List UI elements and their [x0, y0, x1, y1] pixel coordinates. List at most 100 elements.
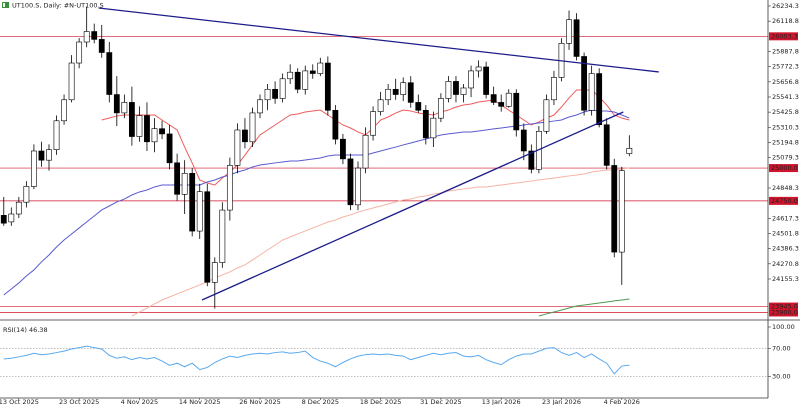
y-tick-label: 25541.3: [772, 93, 799, 101]
candle-body: [611, 165, 618, 253]
candle-body: [136, 115, 143, 137]
symbol-icon: [2, 2, 9, 8]
trendline: [98, 7, 659, 73]
y-tick-label: 30.00: [772, 373, 791, 381]
candle-body: [347, 158, 354, 206]
candle-body: [166, 133, 173, 164]
candle-body: [475, 66, 482, 72]
candle-body: [31, 150, 37, 187]
candle-body: [128, 102, 135, 137]
y-tick-label: 70.00: [772, 344, 791, 352]
candle-body: [272, 88, 278, 99]
candle-body: [279, 78, 286, 99]
y-tick-label: 24270.8: [772, 260, 799, 268]
candle-body: [204, 191, 211, 283]
candle-body: [287, 71, 294, 80]
candle-body: [468, 70, 474, 89]
chart-title: UT100.S, Daily: #N-UT100.S: [12, 2, 104, 10]
candle-body: [15, 201, 22, 215]
candle-body: [355, 167, 361, 206]
candle-body: [211, 262, 218, 283]
candle-body: [498, 102, 505, 107]
candle-body: [46, 149, 52, 161]
candle-body: [581, 56, 588, 111]
candle-body: [294, 71, 301, 90]
candle-body: [264, 88, 271, 101]
y-tick-label: 24617.3: [772, 214, 799, 222]
candle-body: [445, 81, 452, 99]
candle-body: [438, 98, 444, 119]
candle-body: [596, 73, 603, 126]
candle-body: [385, 88, 392, 101]
trendline: [201, 111, 624, 301]
candle-body: [528, 150, 535, 170]
candle-body: [453, 81, 459, 95]
y-tick-label: 25887.8: [772, 47, 799, 55]
candle-body: [106, 52, 113, 95]
candle-body: [505, 92, 512, 107]
price-level-tag: [769, 164, 798, 173]
moving-average-line: [3, 109, 630, 296]
x-tick-label: 18 Dec 2025: [360, 398, 402, 405]
candle-body: [0, 215, 7, 224]
candle-body: [53, 120, 60, 150]
y-tick-label: 25772.3: [772, 63, 799, 71]
icon: [3, 3, 5, 7]
x-tick-label: 23 Jan 2026: [542, 398, 581, 405]
x-tick-label: 26 Nov 2025: [239, 398, 281, 405]
candle-body: [151, 128, 158, 143]
x-tick-label: 31 Dec 2025: [420, 398, 462, 405]
price-level-tag: [769, 308, 798, 317]
candle-body: [483, 66, 490, 95]
candle-body: [23, 186, 30, 203]
candle-body: [196, 191, 203, 232]
candle-body: [302, 70, 309, 90]
candle-body: [400, 82, 407, 95]
y-tick-label: 25425.8: [772, 108, 799, 116]
candle-body: [490, 94, 497, 103]
candle-body: [422, 109, 429, 139]
candle-body: [121, 102, 128, 114]
y-tick-label: 25310.3: [772, 123, 799, 131]
price-level-label: 23945.0: [771, 303, 798, 311]
candle-body: [113, 94, 120, 114]
candle-body: [91, 31, 98, 40]
candle-body: [513, 92, 520, 131]
y-tick-label: 24155.3: [772, 275, 799, 283]
x-tick-label: 13 Jan 2026: [482, 398, 521, 405]
candle-body: [415, 102, 422, 111]
candle-body: [226, 165, 233, 211]
candle-body: [370, 111, 376, 136]
candle-body: [83, 31, 90, 43]
y-tick-label: 25194.8: [772, 138, 799, 146]
candle-body: [98, 39, 105, 53]
candle-body: [460, 87, 467, 95]
y-tick-label: 26234.3: [772, 2, 799, 10]
x-tick-label: 13 Oct 2025: [0, 398, 39, 405]
candle-body: [573, 19, 580, 57]
price-level-tag: [769, 196, 798, 205]
y-tick-label: 26118.8: [772, 17, 799, 25]
candle-body: [588, 73, 595, 111]
candle-body: [309, 70, 316, 74]
y-tick-label: 24386.3: [772, 245, 799, 253]
candle-body: [242, 129, 248, 143]
price-level-label: 24750.0: [771, 197, 798, 205]
moving-average-line: [538, 298, 630, 317]
candle-body: [392, 88, 399, 95]
y-tick-label: 24501.8: [772, 229, 799, 237]
candle-body: [8, 213, 15, 223]
candle-body: [257, 99, 263, 114]
candle-body: [603, 124, 610, 166]
candle-body: [234, 129, 241, 166]
price-level-label: 26003.3: [771, 32, 798, 40]
candle-body: [189, 173, 196, 232]
y-tick-label: 25656.8: [772, 78, 799, 86]
candle-body: [324, 62, 331, 111]
candle-body: [362, 134, 369, 169]
candle-body: [219, 209, 226, 263]
candle-body: [430, 117, 437, 139]
